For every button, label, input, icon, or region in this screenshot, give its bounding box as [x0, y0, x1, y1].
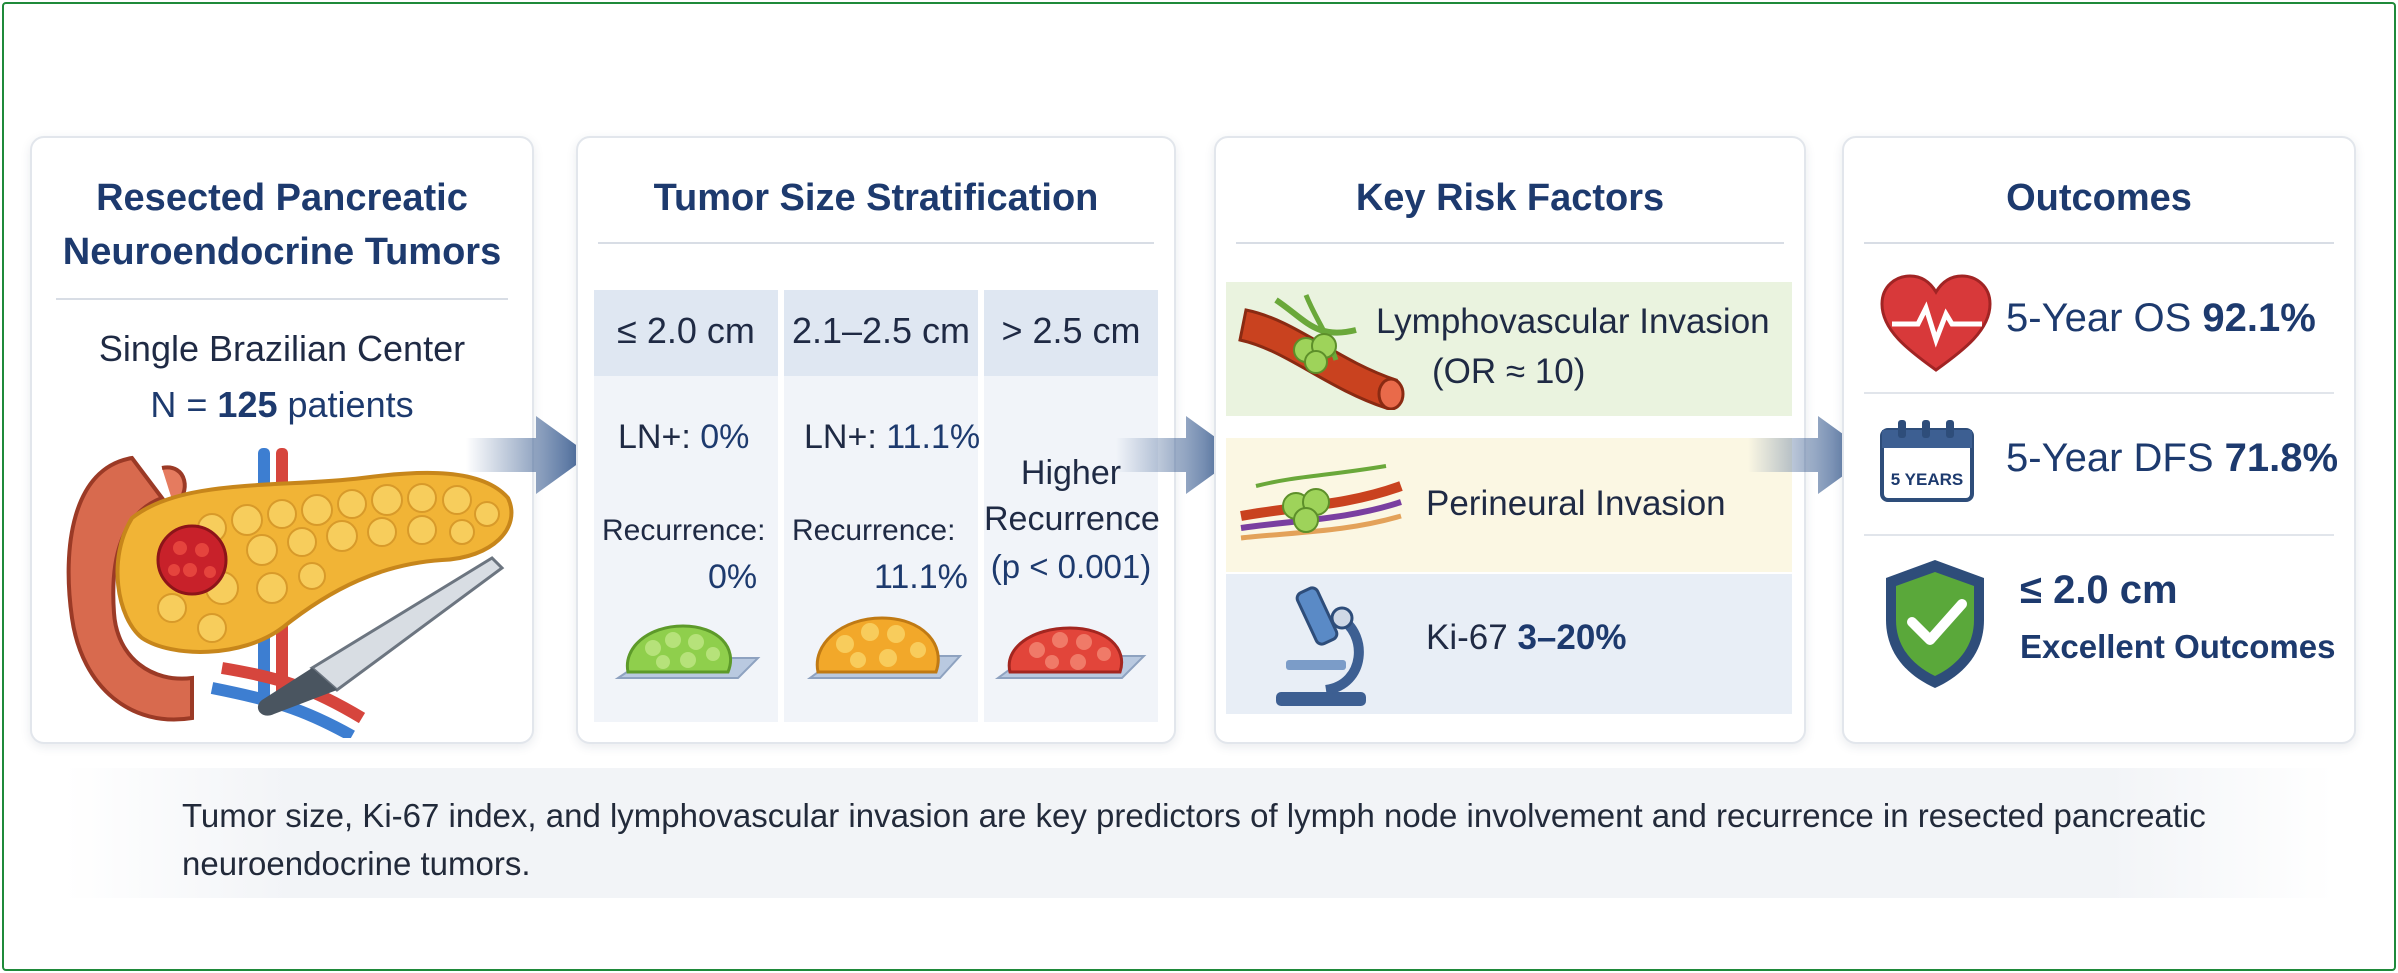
os-value: 92.1%: [2202, 296, 2316, 340]
os-text: 5-Year OS 92.1%: [2006, 296, 2316, 341]
risk-item-ki67: Ki-67 3–20%: [1226, 574, 1792, 714]
outcomes-panel: Outcomes 5-Year OS 92.1% 5 YEARS 5-Year …: [1842, 136, 2356, 744]
patient-count: N = 125 patients: [32, 384, 532, 426]
ki67-text: Ki-67 3–20%: [1426, 618, 1626, 658]
n-prefix: N =: [150, 384, 208, 425]
caption-text: Tumor size, Ki-67 index, and lymphovascu…: [182, 797, 2206, 882]
outcomes-divider: [1864, 242, 2334, 244]
cohort-title-line2: Neuroendocrine Tumors: [62, 231, 502, 273]
risk-item-lvi: Lymphovascular Invasion (OR ≈ 10): [1226, 282, 1792, 416]
ln-label: LN+:: [618, 418, 691, 456]
size-col2-rec-label: Recurrence:: [792, 514, 956, 547]
calendar-text: 5 YEARS: [1890, 470, 1964, 489]
arrow-right-icon: [1748, 416, 1872, 494]
size-col3-header-bg: [984, 290, 1158, 376]
cohort-panel: Resected Pancreatic Neuroendocrine Tumor…: [30, 136, 534, 744]
center-text: Single Brazilian Center: [98, 328, 466, 369]
dfs-text: 5-Year DFS 71.8%: [2006, 436, 2338, 481]
n-value: 125: [217, 384, 278, 425]
risk-title: Key Risk Factors: [1355, 177, 1665, 219]
arrow-right-icon: [466, 416, 590, 494]
size-col1-rec-value: 0%: [708, 558, 758, 596]
dfs-value: 71.8%: [2224, 436, 2339, 480]
size-col1-header-bg: [594, 290, 778, 376]
size-divider: [598, 242, 1154, 244]
outcomes-row-divider: [1864, 392, 2334, 394]
calendar-icon: [1880, 420, 1974, 502]
shield-size: ≤ 2.0 cm: [2020, 568, 2178, 612]
size-col3-pvalue: (p < 0.001): [990, 548, 1152, 585]
size-col2-header-bg: [784, 290, 978, 376]
blood-vessel-icon: [1238, 294, 1405, 410]
large-tumor-icon: [994, 626, 1147, 679]
size-col1-header: ≤ 2.0 cm: [617, 310, 755, 351]
lvi-label: Lymphovascular Invasion: [1376, 302, 1770, 341]
ln-value: 0%: [700, 418, 750, 456]
size-title: Tumor Size Stratification: [653, 177, 1099, 219]
size-col3-header: > 2.5 cm: [1001, 310, 1141, 351]
outcomes-row-divider: [1864, 534, 2334, 536]
size-col2-header: 2.1–2.5 cm: [791, 310, 971, 351]
microscope-icon: [1276, 586, 1366, 706]
os-label: 5-Year OS: [2006, 296, 2192, 340]
small-tumor-icon: [614, 624, 761, 679]
ln-value: 11.1%: [886, 418, 981, 456]
medium-tumor-icon: [806, 616, 963, 679]
caption-box: Tumor size, Ki-67 index, and lymphovascu…: [64, 768, 2334, 898]
lvi-or: (OR ≈ 10): [1432, 352, 1586, 391]
outcomes-title: Outcomes: [2006, 177, 2192, 219]
shield-outcome: Excellent Outcomes: [2020, 628, 2336, 665]
ki67-label: Ki-67: [1426, 618, 1508, 657]
dfs-label: 5-Year DFS: [2006, 436, 2214, 480]
size-col1-ln: LN+: 0%: [618, 418, 749, 457]
shield-check-icon: [1886, 560, 1984, 688]
size-col1-rec-label: Recurrence:: [602, 514, 766, 547]
size-col3-line1: Higher: [1020, 454, 1122, 492]
heart-icon: [1880, 274, 1992, 372]
size-col2-ln: LN+: 11.1%: [804, 418, 980, 457]
ln-label: LN+:: [804, 418, 877, 456]
cohort-divider: [56, 298, 508, 300]
risk-divider: [1236, 242, 1784, 244]
pancreas-illustration: [66, 448, 514, 738]
nerve-icon: [1240, 464, 1403, 541]
size-col3-line2: Recurrence: [984, 500, 1160, 538]
ki67-value: 3–20%: [1517, 618, 1627, 657]
risk-item-pni: Perineural Invasion: [1226, 438, 1792, 572]
n-suffix: patients: [287, 384, 414, 425]
size-panel: Tumor Size Stratification ≤ 2.0 cm LN+: …: [576, 136, 1176, 744]
risk-panel: Key Risk Factors Lymphovascular Invasion…: [1214, 136, 1806, 744]
pni-label: Perineural Invasion: [1426, 484, 1726, 523]
cohort-title-line1: Resected Pancreatic: [96, 177, 468, 219]
size-col2-rec-value: 11.1%: [874, 558, 968, 596]
arrow-right-icon: [1116, 416, 1240, 494]
